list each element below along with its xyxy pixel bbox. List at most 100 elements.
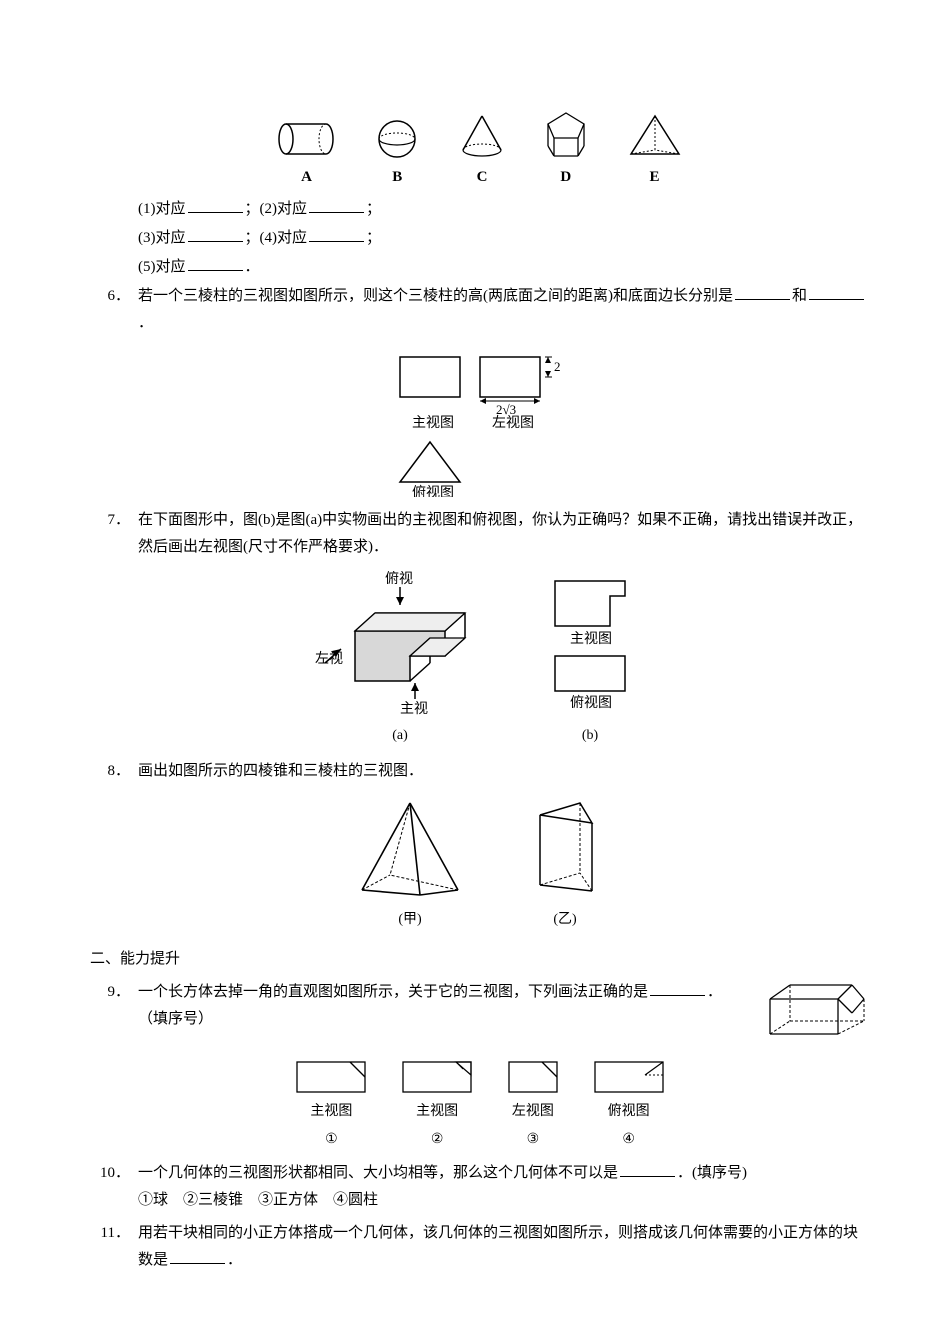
blank[interactable] (170, 1248, 225, 1264)
q9-opt-2: 主视图 ② (398, 1057, 476, 1151)
solid-A: A (276, 118, 338, 191)
q7-fig-a: 俯视 左视 主视 (315, 571, 485, 748)
q6-text-a: 若一个三棱柱的三视图如图所示，则这个三棱柱的高(两底面之间的距离)和底面边长分别… (138, 288, 733, 304)
blank[interactable] (735, 284, 790, 300)
sphere-icon (371, 118, 423, 160)
q10-text-b: ．(填序号) (677, 1165, 747, 1181)
q6-num: 6． (90, 283, 138, 337)
q9-o1-l1: 主视图 (292, 1099, 370, 1124)
solids-row: A B C (90, 110, 870, 191)
tetra-icon (625, 112, 685, 160)
q8-figures: (甲) (乙) (90, 795, 870, 932)
svg-text:俯视: 俯视 (385, 571, 413, 587)
q5-blanks: (1)对应 ；(2)对应 ； (3)对应 ；(4)对应 ； (5)对应 ． (138, 196, 870, 281)
solid-B: B (371, 118, 423, 191)
q6-three-views-icon: 2 2√3 主视图 左视图 俯视图 (380, 347, 580, 497)
pentagonal-prism-icon (541, 110, 591, 160)
q7b-caption: (b) (535, 723, 645, 748)
q5-1a: (1)对应 (138, 201, 186, 217)
q6-text-b: 和 (792, 288, 807, 304)
blank[interactable] (188, 255, 243, 271)
q8-right: (乙) (520, 795, 610, 932)
q8-left: (甲) (350, 795, 470, 932)
q9-opt-3: 左视图 ③ (504, 1057, 562, 1151)
label-D: D (541, 164, 591, 191)
q7-fig-b: 主视图 俯视图 (b) (535, 571, 645, 748)
q7-text: 在下面图形中，图(b)是图(a)中实物画出的主视图和俯视图，你认为正确吗？如果不… (138, 507, 870, 561)
svg-text:主视: 主视 (400, 701, 428, 717)
q9-o1-l2: ① (292, 1127, 370, 1152)
solid-E: E (625, 112, 685, 191)
q8-text: 画出如图所示的四棱锥和三棱柱的三视图． (138, 758, 870, 785)
label-C: C (457, 164, 507, 191)
q9-options: 主视图 ① 主视图 ② 左视图 ③ 俯视 (90, 1057, 870, 1151)
q5-2b: ；(4)对应 (245, 230, 308, 246)
q10: 10． 一个几何体的三视图形状都相同、大小均相等，那么这个几何体不可以是 ．(填序… (90, 1160, 870, 1214)
q5-1b: ；(2)对应 (245, 201, 308, 217)
cone-icon (457, 112, 507, 160)
q9-o4-l2: ④ (590, 1127, 668, 1152)
q7a-caption: (a) (315, 723, 485, 748)
main-label: 主视图 (412, 415, 454, 431)
q9-o3-l1: 左视图 (504, 1099, 562, 1124)
label-A: A (276, 164, 338, 191)
q9-num: 9． (90, 979, 138, 1049)
q8-cap-r: (乙) (520, 907, 610, 932)
q9: 9． 一个长方体去掉一角的直观图如图所示，关于它的三视图，下列画法正确的是．（填… (90, 979, 870, 1049)
q6-figure: 2 2√3 主视图 左视图 俯视图 (90, 347, 870, 497)
q9-opt4-icon (590, 1057, 668, 1097)
q5-3b: ． (245, 259, 260, 275)
blank[interactable] (809, 284, 864, 300)
q7b-icon: 主视图 俯视图 (535, 571, 645, 721)
q11-num: 11． (90, 1220, 138, 1274)
q9-opt1-icon (292, 1057, 370, 1097)
h-mark: 2 (554, 359, 561, 374)
q9-o2-l1: 主视图 (398, 1099, 476, 1124)
blank[interactable] (650, 980, 705, 996)
w-mark: 2√3 (496, 402, 516, 417)
q10-text-a: 一个几何体的三视图形状都相同、大小均相等，那么这个几何体不可以是 (138, 1165, 618, 1181)
q6-text-c: ． (138, 315, 153, 331)
q5-2c: ； (366, 230, 381, 246)
q6: 6． 若一个三棱柱的三视图如图所示，则这个三棱柱的高(两底面之间的距离)和底面边… (90, 283, 870, 337)
q9-text-a: 一个长方体去掉一角的直观图如图所示，关于它的三视图，下列画法正确的是 (138, 984, 648, 1000)
tri-prism-icon (520, 795, 610, 905)
blank[interactable] (309, 197, 364, 213)
q7a-icon: 俯视 左视 主视 (315, 571, 485, 721)
q11-text-a: 用若干块相同的小正方体搭成一个几何体，该几何体的三视图如图所示，则搭成该几何体需… (138, 1225, 858, 1268)
q9-opt-1: 主视图 ① (292, 1057, 370, 1151)
top-label: 俯视图 (412, 485, 454, 497)
q9-o2-l2: ② (398, 1127, 476, 1152)
q8-cap-l: (甲) (350, 907, 470, 932)
pyramid-icon (350, 795, 470, 905)
q8: 8． 画出如图所示的四棱锥和三棱柱的三视图． (90, 758, 870, 785)
q7-num: 7． (90, 507, 138, 561)
q5-3a: (5)对应 (138, 259, 186, 275)
blank[interactable] (188, 197, 243, 213)
q11-text-b: ． (227, 1252, 242, 1268)
q9-opt-4: 俯视图 ④ (590, 1057, 668, 1151)
solid-C: C (457, 112, 507, 191)
left-label: 左视图 (492, 415, 534, 431)
blank[interactable] (188, 226, 243, 242)
label-B: B (371, 164, 423, 191)
q7-figures: 俯视 左视 主视 (90, 571, 870, 748)
section-2-head: 二、能力提升 (90, 946, 870, 973)
q9-opt3-icon (504, 1057, 562, 1097)
q9-o3-l2: ③ (504, 1127, 562, 1152)
label-E: E (625, 164, 685, 191)
q11: 11． 用若干块相同的小正方体搭成一个几何体，该几何体的三视图如图所示，则搭成该… (90, 1220, 870, 1274)
blank[interactable] (309, 226, 364, 242)
svg-text:主视图: 主视图 (570, 631, 612, 647)
solid-D: D (541, 110, 591, 191)
q9-cuboid-icon (760, 979, 870, 1049)
q8-num: 8． (90, 758, 138, 785)
q7: 7． 在下面图形中，图(b)是图(a)中实物画出的主视图和俯视图，你认为正确吗？… (90, 507, 870, 561)
q10-num: 10． (90, 1160, 138, 1214)
blank[interactable] (620, 1161, 675, 1177)
q5-1c: ； (366, 201, 381, 217)
cylinder-icon (276, 118, 338, 160)
q9-opt2-icon (398, 1057, 476, 1097)
q5-2a: (3)对应 (138, 230, 186, 246)
q10-opts: ①球 ②三棱锥 ③正方体 ④圆柱 (138, 1187, 870, 1214)
